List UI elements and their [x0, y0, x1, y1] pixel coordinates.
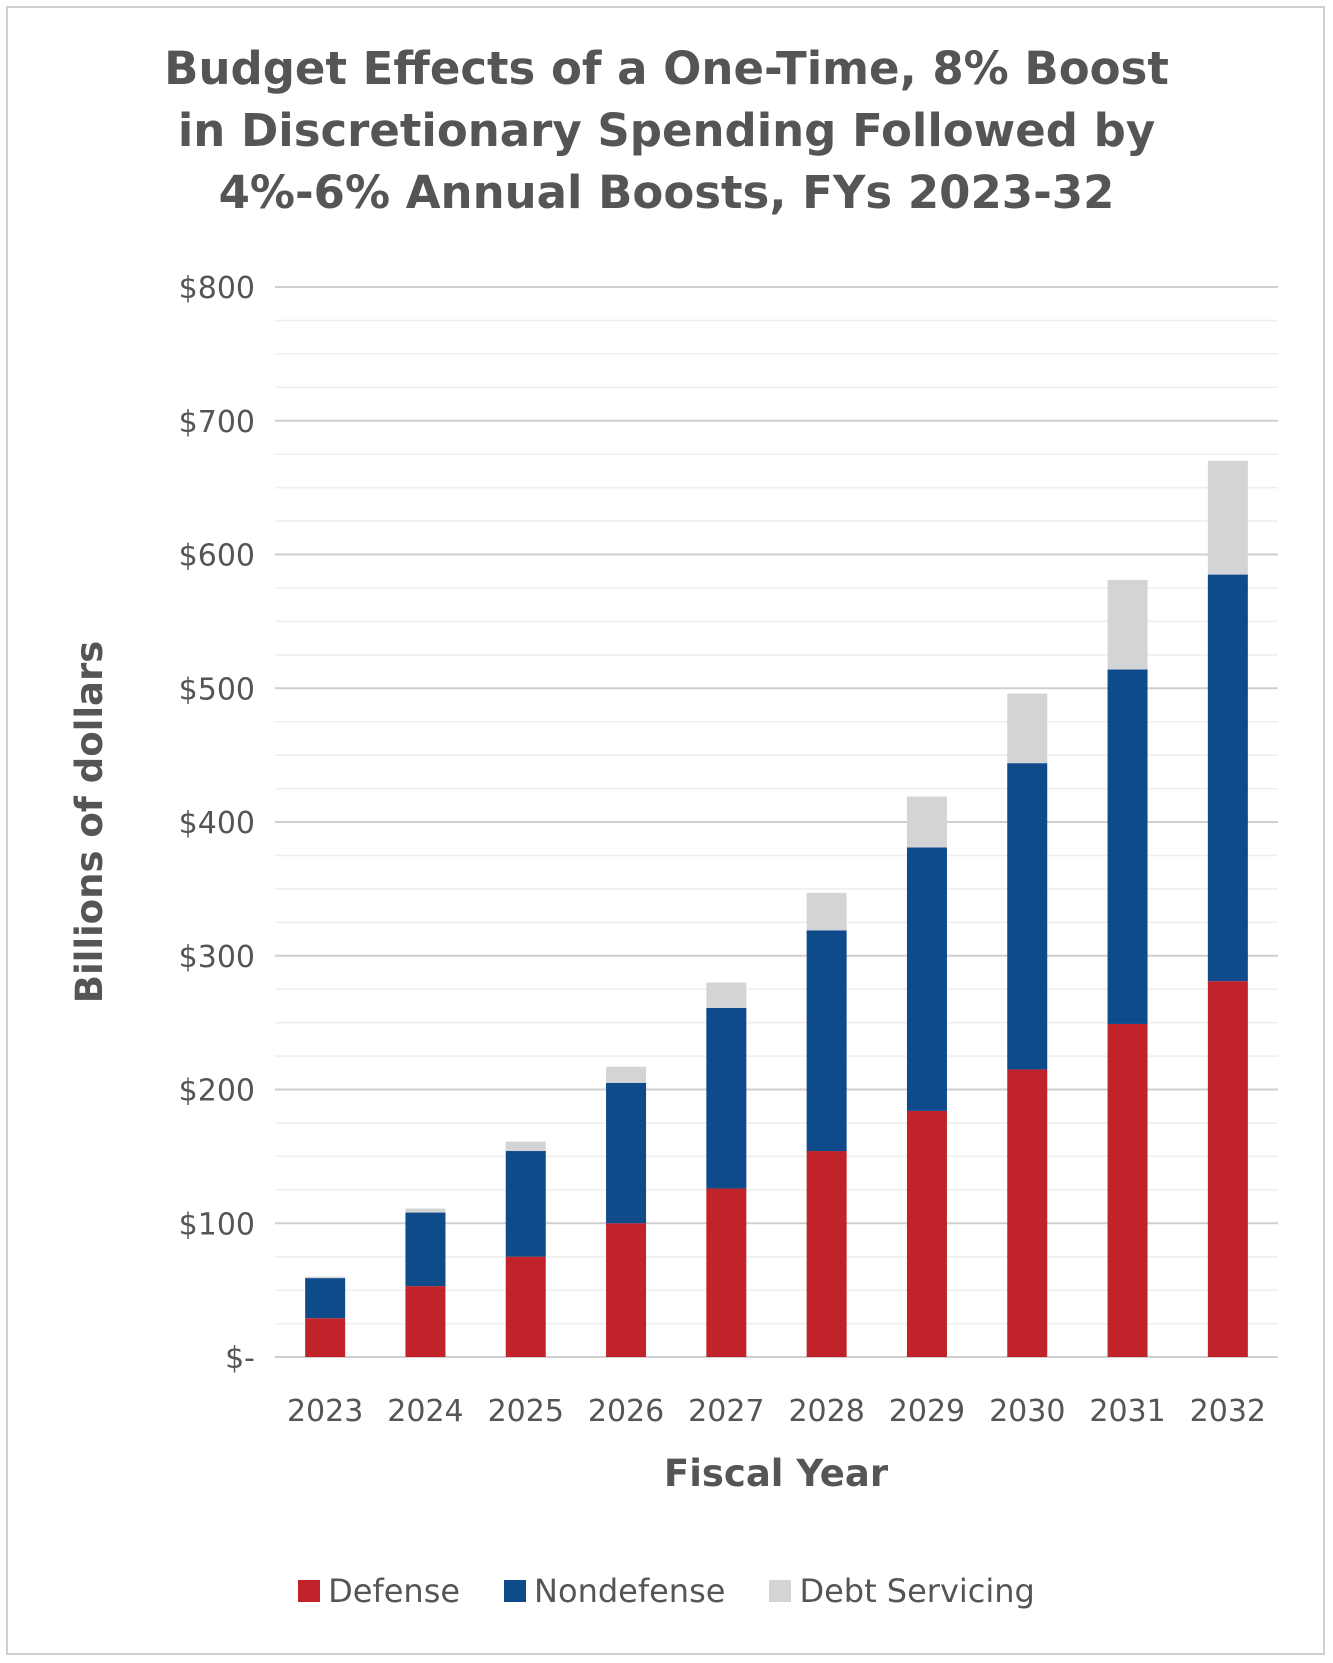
bar-debt-servicing-2025: [505, 1141, 546, 1152]
legend-swatch: [504, 1580, 527, 1602]
y-tick-label: $500: [179, 672, 255, 707]
x-tick-label: 2025: [488, 1394, 564, 1429]
legend-label: Defense: [328, 1572, 461, 1610]
bar-debt-servicing-2023: [305, 1276, 346, 1279]
bar-nondefense-2024: [405, 1212, 446, 1287]
y-tick-label: $600: [179, 539, 255, 574]
y-axis-title: Billions of dollars: [68, 641, 111, 1004]
bar-nondefense-2031: [1107, 669, 1148, 1024]
bar-defense-2023: [305, 1318, 346, 1357]
bar-nondefense-2026: [606, 1082, 647, 1224]
chart-title-line-1: Budget Effects of a One-Time, 8% Boost: [164, 42, 1169, 95]
bar-defense-2032: [1207, 981, 1248, 1357]
bar-nondefense-2023: [305, 1278, 346, 1319]
bar-debt-servicing-2032: [1207, 460, 1248, 575]
bar-debt-servicing-2030: [1007, 693, 1048, 764]
chart-frame: [6, 6, 1325, 1655]
y-tick-label: $400: [179, 806, 255, 841]
bar-debt-servicing-2029: [906, 796, 947, 848]
legend-label: Debt Servicing: [799, 1572, 1035, 1610]
x-axis-ticks: 2023 2024 2025 2026 2027 2028 2029 2030 2031 2032: [287, 1394, 1266, 1429]
y-tick-label: $100: [179, 1207, 255, 1242]
x-tick-label: 2023: [287, 1394, 363, 1429]
x-tick-label: 2024: [387, 1394, 463, 1429]
bar-nondefense-2025: [505, 1151, 546, 1257]
x-tick-label: 2026: [588, 1394, 664, 1429]
bar-defense-2030: [1007, 1069, 1048, 1357]
bar-defense-2029: [906, 1110, 947, 1357]
bar-defense-2025: [505, 1256, 546, 1357]
bar-defense-2028: [806, 1151, 847, 1357]
bar-nondefense-2027: [706, 1007, 747, 1189]
y-tick-label: $-: [225, 1341, 255, 1376]
y-tick-label: $800: [179, 271, 255, 306]
bar-debt-servicing-2031: [1107, 579, 1148, 670]
x-tick-label: 2031: [1089, 1394, 1165, 1429]
legend-swatch: [769, 1580, 792, 1602]
bar-defense-2026: [606, 1223, 647, 1357]
bar-debt-servicing-2027: [706, 982, 747, 1008]
x-tick-label: 2029: [889, 1394, 965, 1429]
bar-nondefense-2032: [1207, 574, 1248, 982]
legend-item-debt-servicing: Debt Servicing: [769, 1572, 1035, 1610]
bar-nondefense-2030: [1007, 763, 1048, 1070]
bar-defense-2031: [1107, 1023, 1148, 1357]
x-tick-label: 2032: [1190, 1394, 1266, 1429]
bar-debt-servicing-2024: [405, 1208, 446, 1213]
legend-item-defense: Defense: [298, 1572, 460, 1610]
legend-swatch: [298, 1580, 321, 1602]
x-tick-label: 2027: [688, 1394, 764, 1429]
chart-title-line-2: in Discretionary Spending Followed by: [177, 104, 1156, 157]
bar-defense-2027: [706, 1188, 747, 1357]
bar-defense-2024: [405, 1286, 446, 1357]
bars: [305, 460, 1248, 1357]
x-tick-label: 2030: [989, 1394, 1065, 1429]
bar-nondefense-2029: [906, 847, 947, 1111]
y-tick-label: $200: [179, 1074, 255, 1109]
chart-title: Budget Effects of a One-Time, 8% Boost i…: [0, 38, 1333, 224]
legend: Defense Nondefense Debt Servicing: [0, 1572, 1333, 1610]
x-tick-label: 2028: [788, 1394, 864, 1429]
chart-title-line-3: 4%-6% Annual Boosts, FYs 2023-32: [218, 166, 1115, 219]
x-axis-title: Fiscal Year: [664, 1452, 889, 1495]
y-tick-label: $700: [179, 405, 255, 440]
y-axis-ticks: $- $100 $200 $300 $400 $500 $600 $700 $800: [179, 271, 255, 1376]
bar-debt-servicing-2028: [806, 892, 847, 931]
bar-nondefense-2028: [806, 930, 847, 1152]
legend-item-nondefense: Nondefense: [504, 1572, 725, 1610]
y-tick-label: $300: [179, 940, 255, 975]
bar-debt-servicing-2026: [606, 1066, 647, 1083]
legend-label: Nondefense: [534, 1572, 726, 1610]
